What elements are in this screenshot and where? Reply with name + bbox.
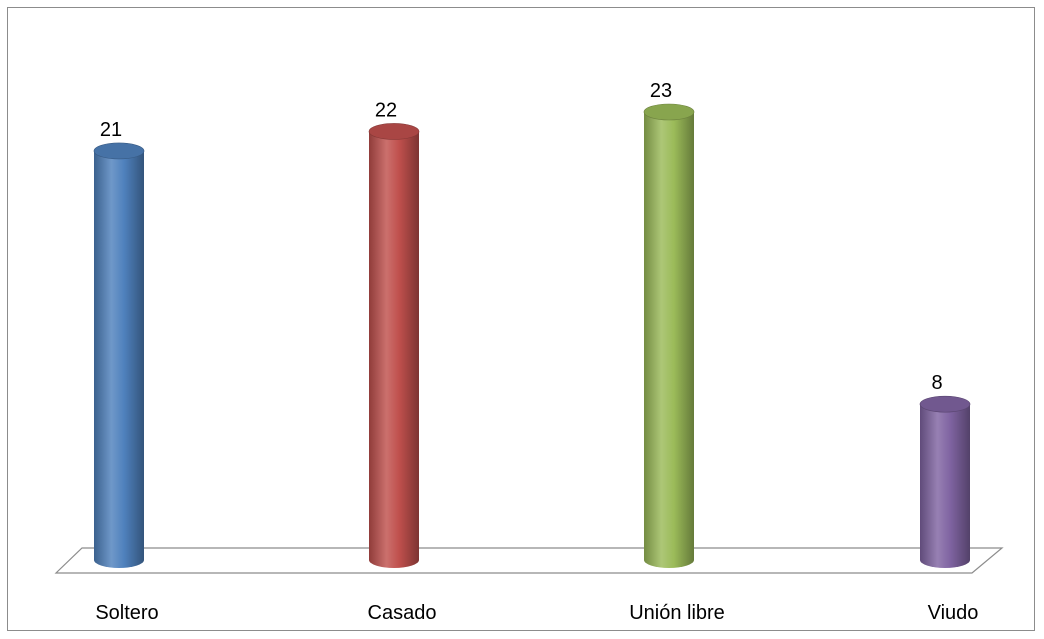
data-labels-group: 21 22 23 8 bbox=[100, 80, 943, 394]
bar-soltero bbox=[93, 142, 145, 568]
bar-body-uni-n-libre bbox=[644, 112, 694, 568]
bar-top-casado bbox=[368, 123, 420, 140]
category-labels-group: Soltero Casado Unión libre Viudo bbox=[95, 602, 978, 624]
bar-body-viudo bbox=[920, 404, 970, 568]
bar-body-soltero bbox=[94, 150, 144, 568]
chart-floor bbox=[54, 547, 1004, 574]
data-label-viudo: 8 bbox=[931, 372, 942, 394]
category-label-uni-n-libre: Unión libre bbox=[629, 602, 725, 624]
bar-top-uni-n-libre bbox=[643, 103, 695, 121]
bar-casado bbox=[368, 123, 420, 568]
data-label-soltero: 21 bbox=[100, 119, 122, 141]
bars-group bbox=[93, 103, 971, 568]
data-label-casado: 22 bbox=[375, 99, 397, 121]
data-label-uni-n-libre: 23 bbox=[650, 80, 672, 102]
category-label-viudo: Viudo bbox=[928, 602, 979, 624]
category-label-casado: Casado bbox=[368, 602, 437, 624]
bar-body-casado bbox=[369, 131, 419, 568]
bar-top-soltero bbox=[93, 142, 145, 160]
bar-top-viudo bbox=[919, 395, 971, 413]
bar-viudo bbox=[919, 395, 971, 568]
bar-uni-n-libre bbox=[643, 103, 695, 568]
chart-frame bbox=[7, 7, 1035, 631]
category-label-soltero: Soltero bbox=[95, 602, 158, 624]
